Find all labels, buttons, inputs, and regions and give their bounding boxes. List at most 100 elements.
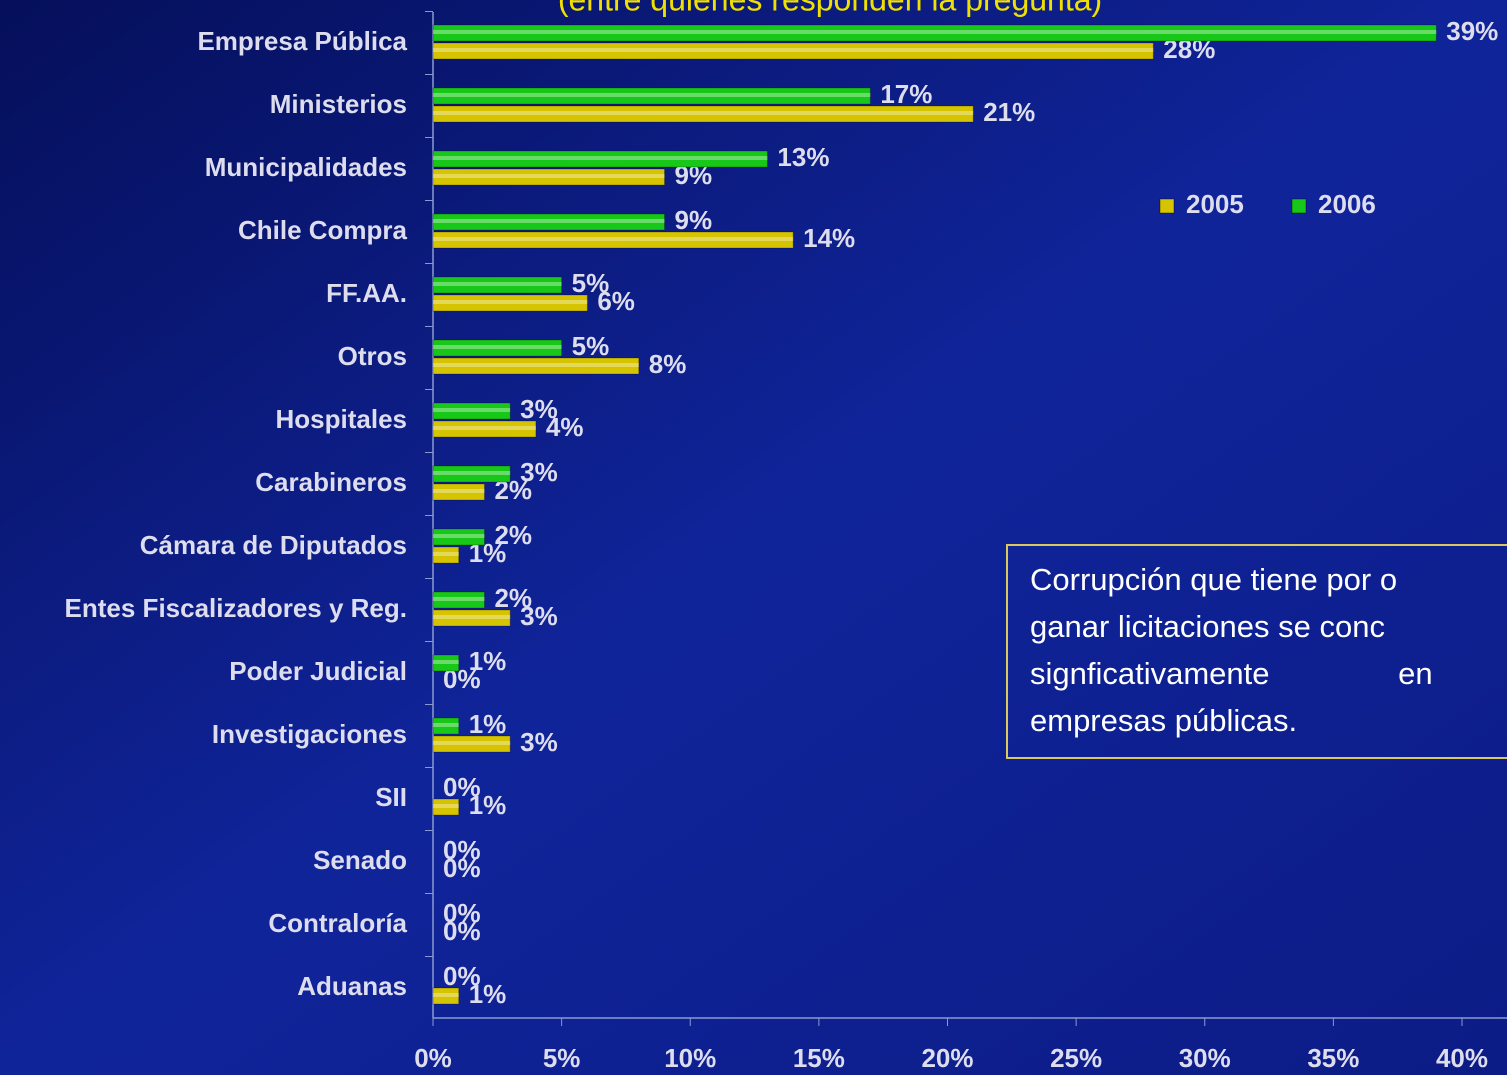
value-label: 6% [597,286,635,316]
value-label: 1% [469,646,507,676]
bar [432,42,1154,60]
x-tick-label: 5% [543,1043,581,1073]
value-label: 0% [443,961,481,991]
bar-highlight [433,597,485,601]
category-label: Municipalidades [205,152,407,182]
bar-highlight [433,219,665,223]
x-tick-label: 0% [414,1043,452,1073]
x-tick-label: 15% [793,1043,845,1073]
value-label: 17% [880,79,932,109]
category-label: Cámara de Diputados [140,530,407,560]
bar [432,231,794,249]
value-label: 2% [494,520,532,550]
annotation-text: signficativamente en [1030,656,1433,691]
category-label: Empresa Pública [197,26,407,56]
value-label: 8% [649,349,687,379]
bar [432,276,563,294]
bar [432,717,460,735]
value-label: 21% [983,97,1035,127]
bar-highlight [433,111,974,115]
value-label: 0% [443,916,481,946]
value-label: 2% [494,583,532,613]
value-label: 0% [443,898,481,928]
value-label: 3% [520,727,558,757]
bar-highlight [433,741,511,745]
x-tick-label: 35% [1307,1043,1359,1073]
value-label: 0% [443,853,481,883]
annotation-text: ganar licitaciones se conc [1030,609,1385,644]
x-tick-label: 20% [921,1043,973,1073]
bar [432,465,511,483]
category-label: Senado [313,845,407,875]
value-label: 3% [520,601,558,631]
bar [432,24,1437,42]
legend-swatch [1159,198,1175,214]
bar [432,609,511,627]
value-label: 3% [520,394,558,424]
value-label: 1% [469,979,507,1009]
value-label: 5% [572,268,610,298]
bar-highlight [433,300,588,304]
value-label: 14% [803,223,855,253]
category-label: Carabineros [255,467,407,497]
annotation-box [1006,544,1507,759]
category-label: Chile Compra [238,215,408,245]
bar-highlight [433,534,485,538]
legend-label: 2006 [1318,189,1376,219]
bar-highlight [433,552,459,556]
bar-highlight [433,615,511,619]
bar-highlight [433,363,639,367]
annotation-text: empresas públicas. [1030,703,1297,738]
bar-highlight [433,660,459,664]
value-label: 9% [675,205,713,235]
bar [432,420,537,438]
category-label: SII [375,782,407,812]
value-label: 0% [443,772,481,802]
bar [432,528,485,546]
value-label: 0% [443,835,481,865]
category-label: Aduanas [297,971,407,1001]
value-label: 1% [469,790,507,820]
value-label: 1% [469,709,507,739]
bar [432,483,485,501]
bar [432,105,974,123]
bar [432,294,588,312]
value-label: 39% [1446,16,1498,46]
bar-highlight [433,471,511,475]
x-tick-label: 40% [1436,1043,1488,1073]
bar [432,798,460,816]
bar-highlight [433,993,459,997]
bar [432,150,768,168]
category-label: Poder Judicial [229,656,407,686]
bar-highlight [433,723,459,727]
value-label: 4% [546,412,584,442]
bar-highlight [433,93,871,97]
chart-title: (entre quienes responden la pregunta) [558,0,1102,17]
category-label: FF.AA. [326,278,407,308]
bar-highlight [433,237,794,241]
category-label: Contraloría [268,908,407,938]
bar [432,735,511,753]
legend-label: 2005 [1186,189,1244,219]
bar-highlight [433,345,562,349]
bar-highlight [433,30,1437,34]
bar [432,168,666,186]
bar-highlight [433,489,485,493]
annotation-text: Corrupción que tiene por o [1030,562,1397,597]
bar-highlight [433,426,536,430]
x-tick-label: 25% [1050,1043,1102,1073]
bar [432,402,511,420]
bar [432,87,871,105]
x-tick-label: 30% [1179,1043,1231,1073]
bar-highlight [433,174,665,178]
bar [432,591,485,609]
x-tick-label: 10% [664,1043,716,1073]
value-label: 13% [777,142,829,172]
bar-highlight [433,804,459,808]
legend-swatch [1291,198,1307,214]
bar [432,654,460,672]
bar [432,546,460,564]
